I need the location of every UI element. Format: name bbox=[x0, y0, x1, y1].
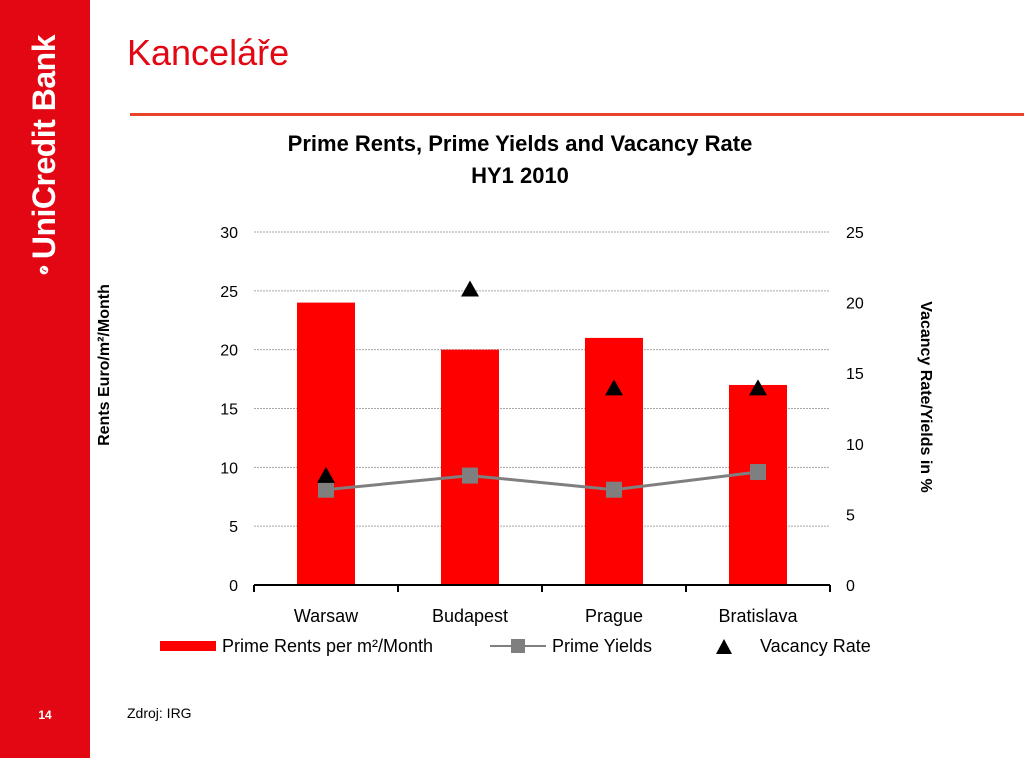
y-right-tick-label-1: 5 bbox=[846, 507, 855, 524]
legend-item-yields: Prime Yields bbox=[490, 634, 652, 658]
vacancy-point-1 bbox=[461, 280, 479, 297]
legend-item-vacancy: Vacancy Rate bbox=[698, 634, 871, 658]
vacancy-point-3 bbox=[749, 379, 767, 396]
bar-1 bbox=[441, 349, 499, 585]
unicredit-logo-icon bbox=[39, 265, 49, 275]
y-left-tick-label-6: 30 bbox=[220, 225, 238, 242]
bar-2 bbox=[585, 337, 643, 585]
yield-point-3 bbox=[750, 464, 766, 481]
y-right-tick-label-0: 0 bbox=[846, 578, 855, 595]
legend-item-rents: Prime Rents per m²/Month bbox=[160, 634, 433, 658]
page-number: 14 bbox=[38, 708, 52, 722]
y-left-tick-label-2: 10 bbox=[220, 460, 238, 477]
y-right-tick-label-4: 20 bbox=[846, 296, 864, 313]
vacancy-point-0 bbox=[317, 466, 335, 483]
brand-sidebar: UniCredit Bank 14 bbox=[0, 0, 90, 758]
y-right-tick-label-5: 25 bbox=[846, 225, 864, 242]
chart-title-line-1: Prime Rents, Prime Yields and Vacancy Ra… bbox=[287, 131, 753, 156]
legend-line-swatch bbox=[490, 634, 546, 658]
y-right-tick-label-3: 15 bbox=[846, 366, 864, 383]
chart-title-line-2: HY1 2010 bbox=[471, 163, 569, 188]
x-tick-label-0: Warsaw bbox=[294, 606, 359, 626]
slide-heading: Kanceláře bbox=[127, 32, 290, 73]
bar-3 bbox=[729, 384, 787, 585]
x-tick-label-1: Budapest bbox=[432, 606, 508, 626]
legend-bar-swatch bbox=[160, 641, 216, 651]
vacancy-point-2 bbox=[605, 379, 623, 396]
yield-point-2 bbox=[606, 481, 622, 498]
legend-triangle-swatch bbox=[716, 638, 732, 654]
y-left-tick-label-5: 25 bbox=[220, 284, 238, 301]
y-left-tick-label-1: 5 bbox=[229, 519, 238, 536]
yields-line bbox=[325, 470, 759, 492]
x-tick-label-3: Bratislava bbox=[718, 606, 798, 626]
y-left-tick-label-0: 0 bbox=[229, 578, 238, 595]
yield-point-1 bbox=[462, 467, 478, 484]
bar-0 bbox=[297, 302, 355, 585]
legend-label-yields: Prime Yields bbox=[552, 635, 653, 656]
x-tick-label-2: Prague bbox=[585, 606, 643, 626]
y-left-tick-label-4: 20 bbox=[220, 343, 238, 360]
y-left-tick-label-3: 15 bbox=[220, 402, 238, 419]
legend-label-rents: Prime Rents per m²/Month bbox=[222, 635, 434, 656]
heading-divider bbox=[130, 113, 1024, 116]
chart-title: Prime Rents, Prime Yields and Vacancy Ra… bbox=[200, 128, 840, 192]
y-right-tick-label-2: 10 bbox=[846, 437, 864, 454]
source-note: Zdroj: IRG bbox=[127, 705, 192, 721]
legend-label-vacancy: Vacancy Rate bbox=[760, 635, 871, 656]
brand-logo: UniCredit Bank bbox=[22, 35, 66, 275]
yield-point-0 bbox=[318, 481, 334, 498]
